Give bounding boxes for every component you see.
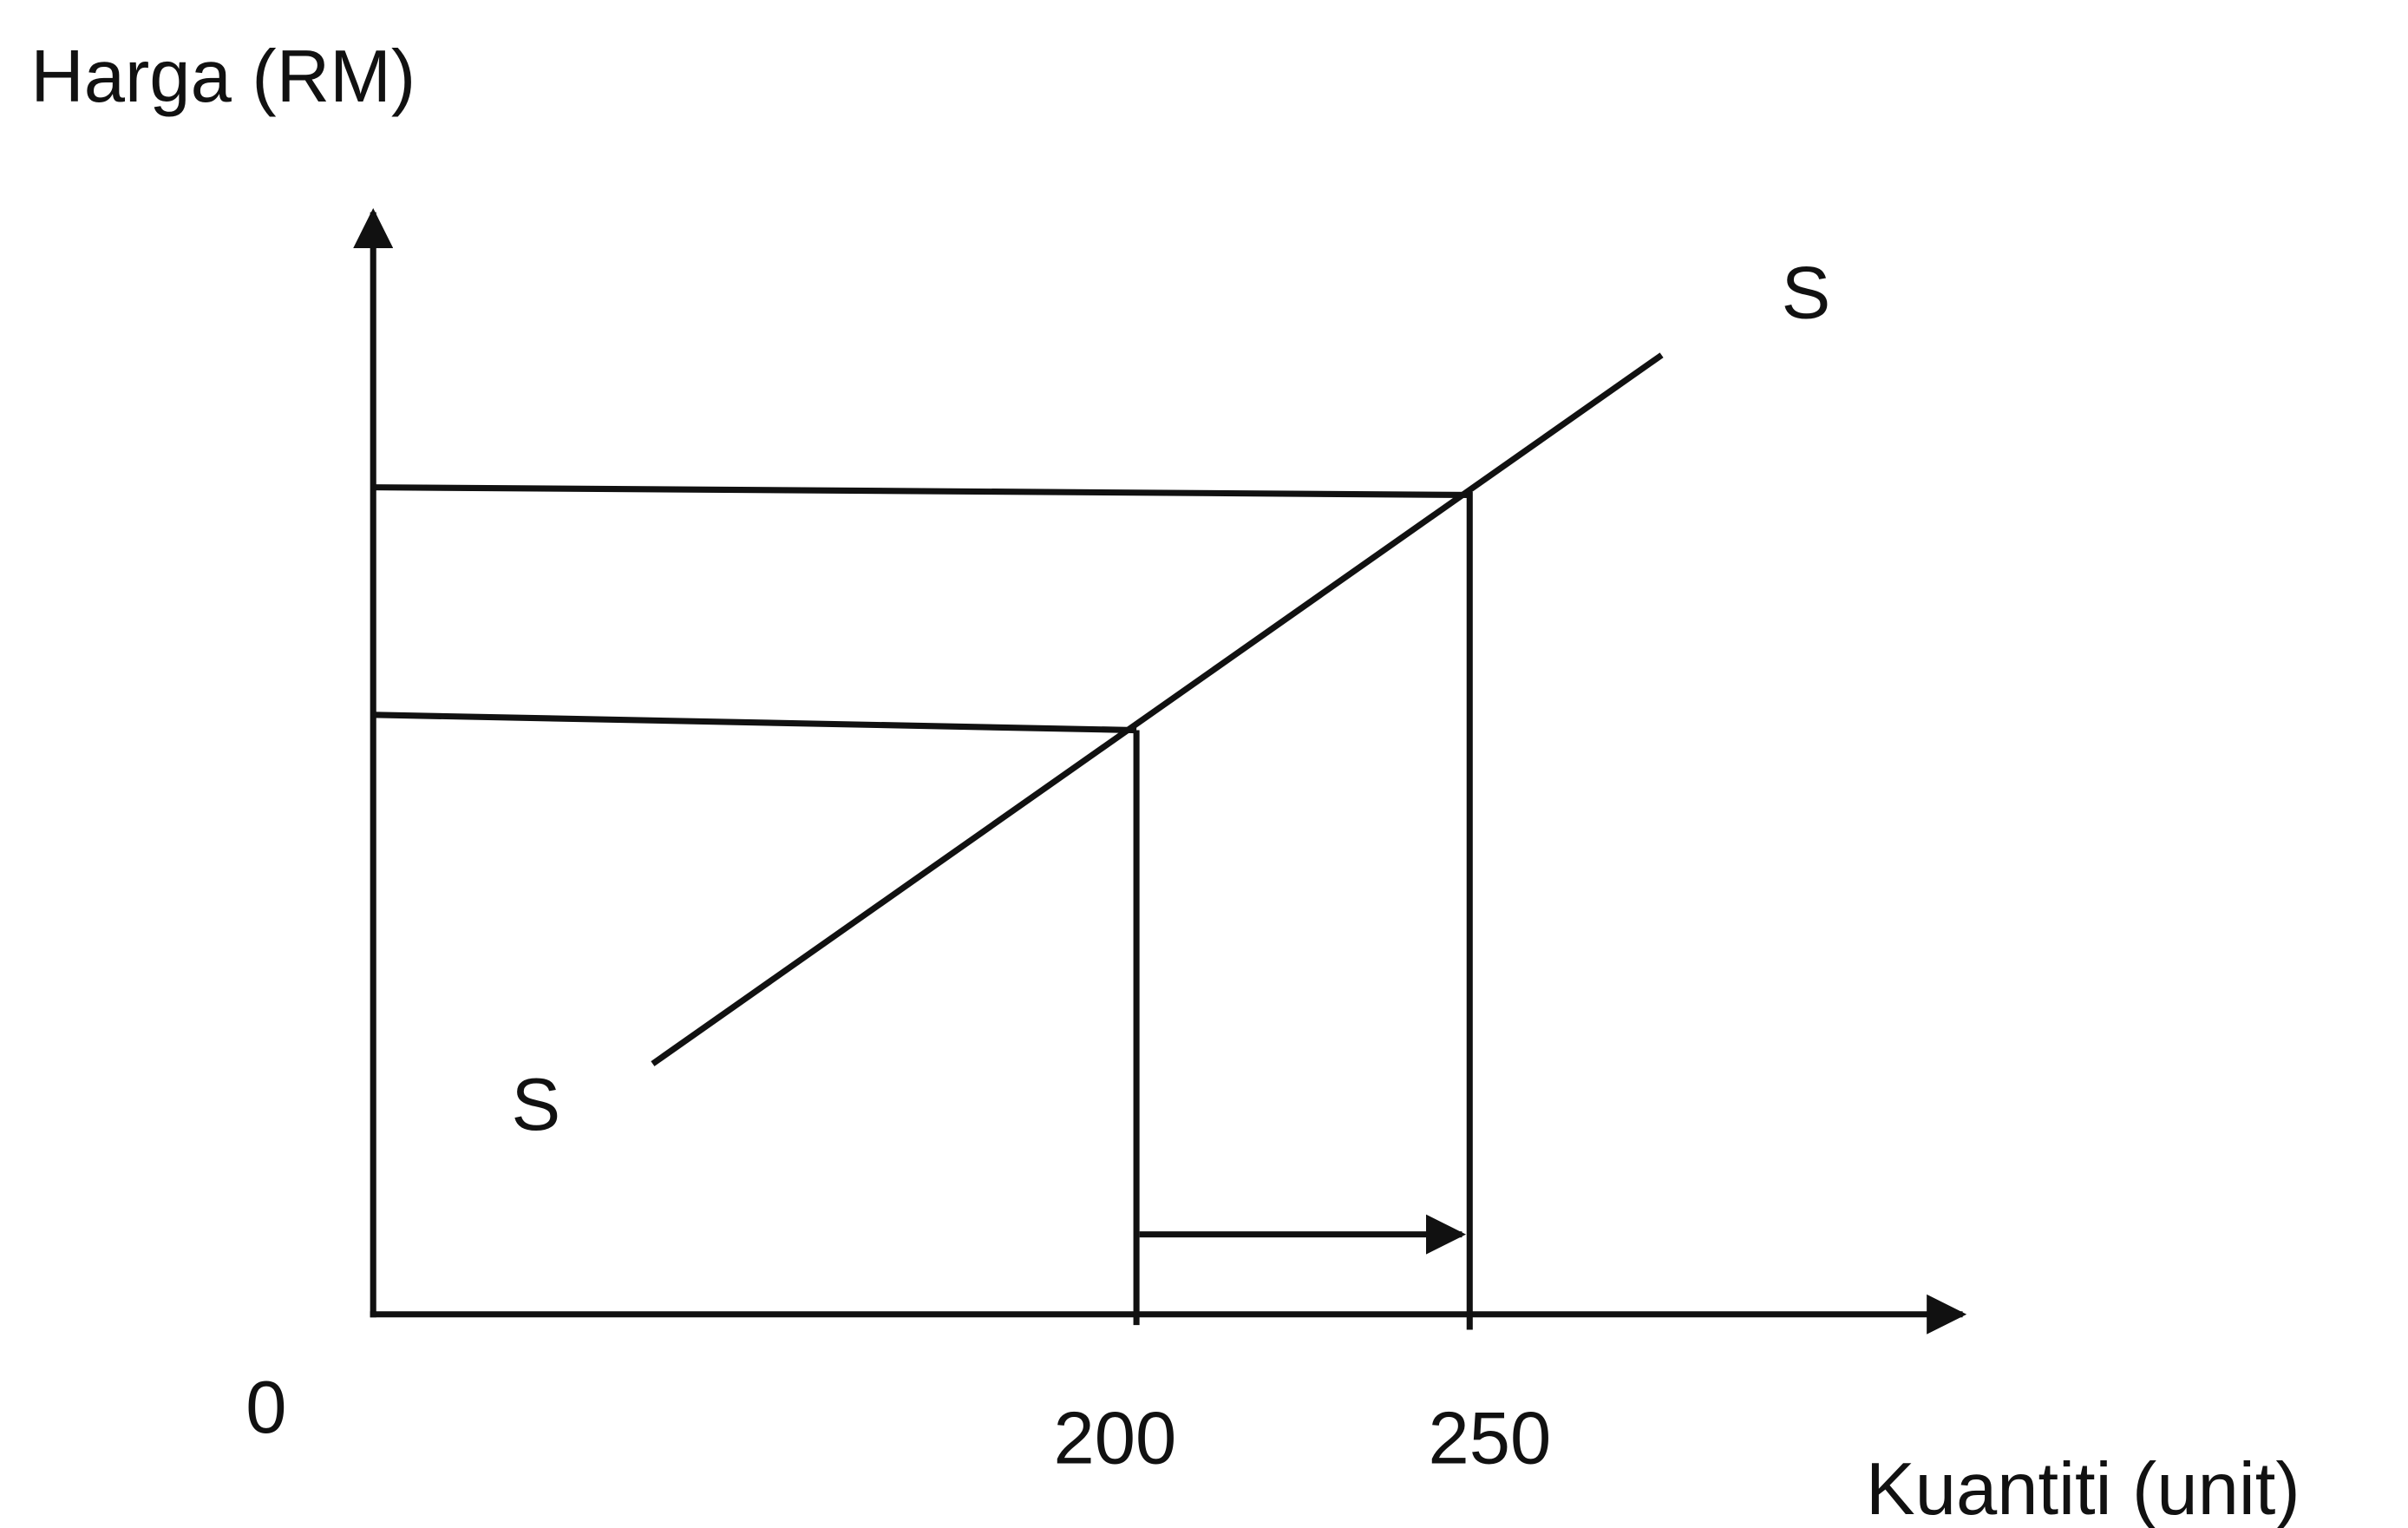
x-tick-label: 200 [1054, 1398, 1177, 1480]
supply-curve [651, 352, 1664, 1066]
origin-label: 0 [245, 1367, 286, 1449]
x-axis-label: Kuantiti (unit) [1866, 1448, 2300, 1528]
price-line-low [373, 712, 1137, 734]
x-tick-label: 250 [1428, 1398, 1551, 1480]
curve-label: S [1782, 252, 1831, 335]
curve-label: S [512, 1064, 561, 1146]
y-axis-label: Harga (RM) [30, 36, 416, 118]
price-line-high [373, 484, 1470, 499]
